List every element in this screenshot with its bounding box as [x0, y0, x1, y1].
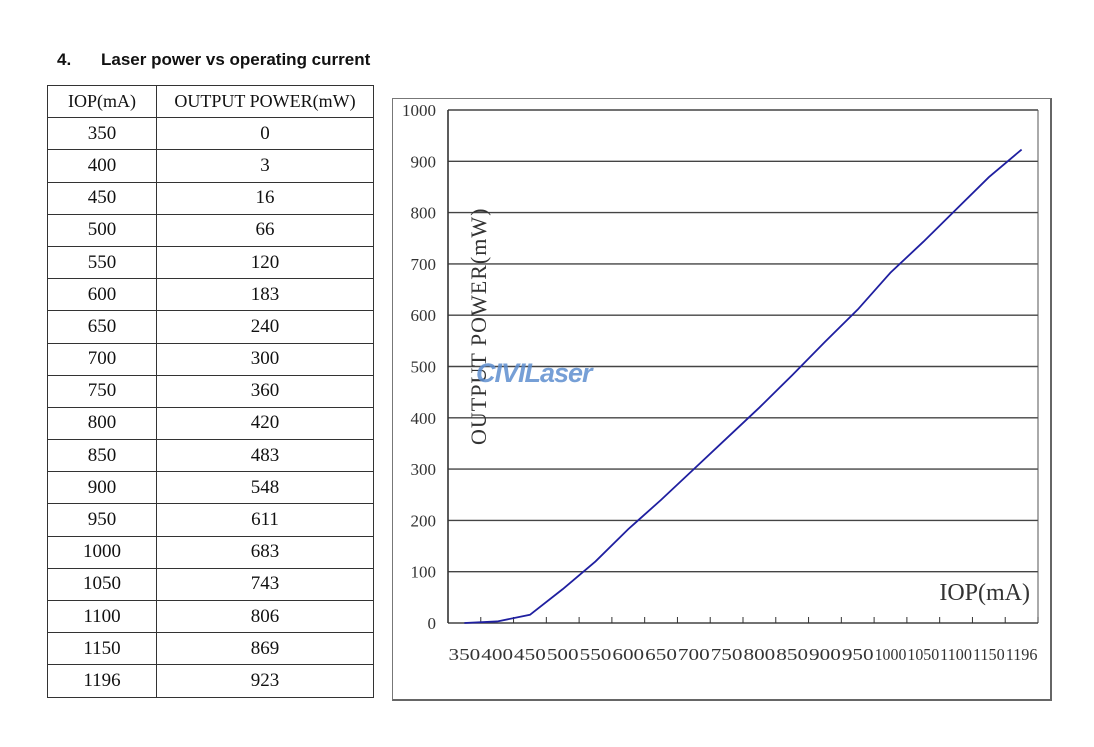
- y-tick-label: 900: [411, 152, 437, 171]
- power-line: [464, 148, 1023, 624]
- output-power-cell: 66: [156, 213, 374, 247]
- y-axis-label: OUTPUT POWER(mW): [466, 208, 491, 445]
- output-power-cell: 183: [156, 278, 374, 312]
- table-row: 700 300: [47, 342, 374, 376]
- iop-cell: 550: [47, 245, 157, 280]
- iop-cell: 1050: [47, 567, 157, 602]
- x-tick-label: 800: [744, 645, 776, 664]
- output-power-cell: 0: [156, 117, 374, 151]
- iop-cell: 600: [47, 278, 157, 312]
- output-power-cell: 611: [156, 503, 374, 537]
- y-tick-label: 400: [411, 409, 437, 428]
- y-tick-label: 300: [411, 460, 437, 479]
- iop-cell: 950: [47, 503, 157, 537]
- table-row: 500 66: [47, 213, 374, 247]
- table-row: 600 183: [47, 278, 374, 312]
- y-tick-label: 200: [411, 511, 437, 530]
- iop-cell: 650: [47, 310, 157, 344]
- table-row: 800 420: [47, 406, 374, 441]
- x-axis-label: IOP(mA): [939, 580, 1030, 606]
- output-power-cell: 300: [156, 342, 374, 376]
- y-tick-label: 100: [411, 563, 437, 582]
- table-row: 850 483: [47, 439, 374, 473]
- table-row: 1196 923: [47, 664, 374, 698]
- output-power-cell: 16: [156, 181, 374, 215]
- table-row: 1150 869: [47, 632, 374, 666]
- x-tick-label: 1100: [940, 645, 972, 664]
- x-tick-label: 900: [809, 645, 841, 664]
- output-power-cell: 240: [156, 310, 374, 344]
- x-tick-label: 850: [776, 645, 808, 664]
- y-tick-label: 700: [411, 255, 437, 274]
- x-tick-label: 650: [645, 645, 677, 664]
- x-tick-label: 700: [678, 645, 710, 664]
- section-heading: Laser power vs operating current: [101, 50, 371, 69]
- x-tick-label: 500: [547, 645, 579, 664]
- table-row: 400 3: [47, 149, 374, 183]
- chart-frame: [392, 98, 1052, 701]
- output-power-cell: 360: [156, 374, 374, 408]
- output-power-cell: 923: [156, 664, 374, 698]
- x-tick-label: 450: [514, 645, 546, 664]
- x-tick-label: 600: [612, 645, 644, 664]
- header-iop: IOP(mA): [47, 84, 157, 119]
- x-tick-label: 1196: [1006, 645, 1038, 664]
- output-power-cell: 869: [156, 632, 374, 666]
- power-table: IOP(mA) OUTPUT POWER(mW) 350 0 400 3 450 16 50…: [47, 84, 374, 698]
- iop-cell: 450: [47, 181, 157, 215]
- table-row: 650 240: [47, 310, 374, 344]
- section-number: 4.: [57, 50, 72, 69]
- y-tick-label: 1000: [402, 101, 436, 120]
- table-row: 450 16: [47, 181, 374, 215]
- table-row: 550 120: [47, 245, 374, 280]
- y-tick-label: 0: [428, 614, 437, 633]
- x-tick-label: 1000: [875, 645, 907, 664]
- iop-cell: 900: [47, 471, 157, 505]
- x-tick-label: 550: [580, 645, 612, 664]
- x-tick-label: 350: [449, 645, 481, 664]
- output-power-cell: 3: [156, 149, 374, 183]
- table-row: 350 0: [47, 117, 374, 151]
- x-tick-label: 400: [481, 645, 513, 664]
- y-tick-label: 500: [411, 358, 437, 377]
- iop-cell: 850: [47, 439, 157, 473]
- output-power-cell: 420: [156, 406, 374, 441]
- iop-cell: 800: [47, 406, 157, 441]
- table-row: 900 548: [47, 471, 374, 505]
- x-tick-label: 1050: [907, 645, 939, 664]
- iop-cell: 1100: [47, 599, 157, 634]
- iop-cell: 350: [47, 117, 157, 151]
- watermark-logo: CIVILaser: [476, 358, 593, 388]
- y-tick-label: 600: [411, 306, 437, 325]
- output-power-cell: 120: [156, 245, 374, 280]
- x-tick-label: 750: [711, 645, 743, 664]
- y-tick-label: 800: [411, 204, 437, 223]
- section-title: 4. Laser power vs operating current: [57, 50, 370, 70]
- iop-cell: 400: [47, 149, 157, 183]
- x-tick-label: 950: [842, 645, 874, 664]
- x-tick-label: 1150: [973, 645, 1005, 664]
- table-row: 950 611: [47, 503, 374, 537]
- output-power-cell: 483: [156, 439, 374, 473]
- table-row: 750 360: [47, 374, 374, 408]
- iop-cell: 1196: [47, 664, 157, 698]
